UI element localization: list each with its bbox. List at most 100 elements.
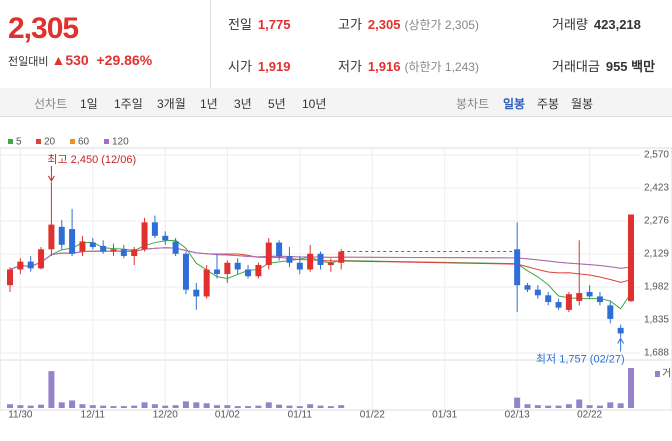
y-tick-label: 1,982 (644, 282, 669, 293)
volume-bar (307, 404, 314, 408)
volume-bar (79, 404, 86, 408)
volume-bar (17, 405, 24, 408)
candle-body (131, 249, 138, 257)
change: 전일대비 ▲530 +29.86% (8, 52, 152, 69)
volume-bar (151, 404, 158, 408)
candle-body (162, 235, 169, 241)
candle-body (617, 327, 624, 334)
change-value: 530 (65, 52, 89, 68)
candle-body (276, 242, 283, 257)
candle-body (17, 261, 24, 270)
stat: 고가 2,305 (상한가 2,305) (338, 14, 479, 33)
tab[interactable]: 3년 (234, 97, 252, 111)
tab[interactable]: 1년 (200, 97, 218, 111)
tab[interactable]: 월봉 (571, 97, 594, 111)
volume-bar (565, 404, 572, 408)
tab[interactable]: 주봉 (537, 97, 560, 111)
volume-bar (255, 405, 262, 408)
tab-bar: 선차트 1일 1주일 3개월 1년 3년 5년 10년 봉차트 일봉 주봉 월봉 (0, 88, 672, 117)
volume-bar (89, 405, 96, 408)
stat-value: 2,305 (367, 17, 401, 32)
candle-body (555, 302, 562, 308)
volume-border (0, 359, 672, 411)
tab[interactable]: 10년 (302, 97, 327, 111)
volume-bar (100, 405, 107, 408)
stat-value: 1,919 (257, 59, 291, 74)
stat: 시가 1,919 (228, 56, 290, 75)
tab[interactable]: 5년 (268, 97, 286, 111)
header: 2,305 전일대비 ▲530 +29.86% 전일 1,775 고가 2,305 (상한… (0, 0, 672, 89)
volume-bar (38, 404, 45, 408)
candle-body (255, 265, 262, 277)
volume-bar (586, 405, 593, 408)
volume-bar (48, 371, 55, 408)
volume-bar (514, 397, 521, 408)
x-tick-label: 01/22 (360, 410, 385, 421)
volume-bar (317, 405, 324, 408)
candle-body (7, 269, 13, 286)
stat-label: 거래량 (552, 17, 588, 32)
candle-body (69, 229, 76, 254)
x-tick-label: 12/20 (153, 410, 178, 421)
volume-bar (596, 405, 603, 408)
volume-swatch (655, 371, 660, 377)
tab[interactable]: 일봉 (503, 97, 526, 111)
candle-body (48, 224, 55, 250)
volume-bar (576, 399, 583, 408)
volume-bar (607, 402, 614, 408)
candle-body (172, 241, 179, 254)
stat-label: 거래대금 (552, 59, 600, 74)
volume-bar (69, 400, 76, 408)
low-label: 최저 1,757 (02/27) (536, 352, 625, 365)
volume-bar (338, 405, 345, 408)
volume-bar (27, 405, 34, 408)
candle-body (182, 253, 189, 290)
volume-bar (58, 402, 65, 408)
tab[interactable]: 3개월 (157, 97, 186, 111)
up-arrow: ▲ (51, 52, 66, 68)
candle-body (110, 249, 117, 252)
candle-body (565, 294, 572, 310)
tab[interactable]: 1주일 (114, 97, 143, 111)
x-tick-label: 02/13 (505, 410, 530, 421)
volume-bar (7, 404, 13, 408)
volume-bar (265, 402, 272, 408)
volume-bar (234, 406, 241, 408)
tab-group-label: 봉차트 (456, 97, 490, 111)
tab[interactable]: 1일 (80, 97, 98, 111)
volume-bar (131, 405, 138, 408)
y-tick-label: 1,835 (644, 315, 669, 326)
volume-bar (110, 406, 117, 408)
y-tick-label: 2,276 (644, 216, 669, 227)
x-tick-label: 01/31 (432, 410, 457, 421)
volume-bar (628, 368, 634, 408)
stat: 거래량 423,218 (552, 14, 641, 33)
moving-average (9, 239, 632, 310)
candle-body (79, 241, 86, 252)
volume-bar (182, 401, 189, 408)
candle-body (27, 261, 34, 269)
candle-body (576, 293, 583, 301)
candle-body (628, 214, 634, 302)
high-arrowhead (47, 175, 55, 182)
stat-value: 1,916 (367, 59, 401, 74)
y-tick-label: 2,423 (644, 183, 669, 194)
volume-bar (617, 403, 624, 408)
candle-body (307, 253, 314, 270)
stat-note: (하한가 1,243) (404, 60, 479, 74)
stat-value: 1,775 (257, 17, 291, 32)
stat-label: 전일 (228, 17, 252, 32)
legend-swatch (104, 139, 109, 144)
candle-body (545, 295, 552, 303)
legend-swatch (70, 139, 75, 144)
moving-average (9, 247, 632, 270)
candle-body (586, 291, 593, 297)
volume-bar (534, 405, 541, 408)
candle-body (203, 269, 210, 297)
stat-label: 저가 (338, 59, 362, 74)
y-tick-label: 2,129 (644, 249, 669, 260)
legend-swatch (36, 139, 41, 144)
stat-label: 시가 (228, 59, 252, 74)
candle-body (245, 269, 252, 277)
